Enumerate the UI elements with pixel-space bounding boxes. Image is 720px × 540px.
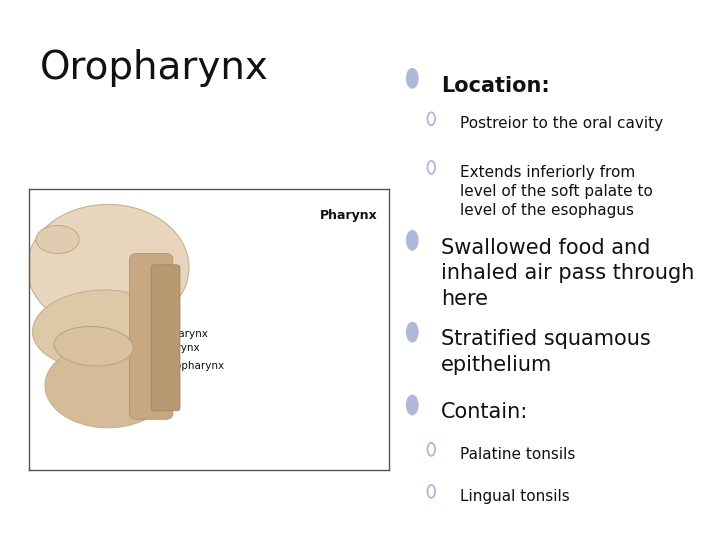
Text: Palatine tonsils: Palatine tonsils	[460, 447, 575, 462]
Ellipse shape	[45, 343, 171, 428]
FancyBboxPatch shape	[151, 265, 180, 411]
Text: Extends inferiorly from
level of the soft palate to
level of the esophagus: Extends inferiorly from level of the sof…	[460, 165, 652, 218]
Circle shape	[407, 322, 418, 342]
Text: Oropharynx: Oropharynx	[40, 49, 269, 86]
Text: Pharynx: Pharynx	[320, 208, 378, 221]
Text: Contain:: Contain:	[441, 402, 528, 422]
Text: Lingual tonsils: Lingual tonsils	[460, 489, 570, 504]
Ellipse shape	[27, 205, 189, 331]
Ellipse shape	[36, 226, 79, 254]
Text: Swallowed food and
inhaled air pass through
here: Swallowed food and inhaled air pass thro…	[441, 238, 694, 309]
Text: Nasopharynx: Nasopharynx	[138, 329, 207, 339]
Circle shape	[407, 395, 418, 415]
Text: Location:: Location:	[441, 76, 549, 96]
Circle shape	[407, 69, 418, 88]
Text: Stratified squamous
epithelium: Stratified squamous epithelium	[441, 329, 651, 375]
FancyBboxPatch shape	[130, 254, 173, 419]
Text: Postreior to the oral cavity: Postreior to the oral cavity	[460, 116, 663, 131]
Text: Oropharynx: Oropharynx	[138, 343, 200, 353]
Ellipse shape	[54, 327, 133, 366]
Circle shape	[407, 231, 418, 250]
Text: Laryngopharynx: Laryngopharynx	[138, 361, 224, 371]
Ellipse shape	[32, 290, 169, 369]
